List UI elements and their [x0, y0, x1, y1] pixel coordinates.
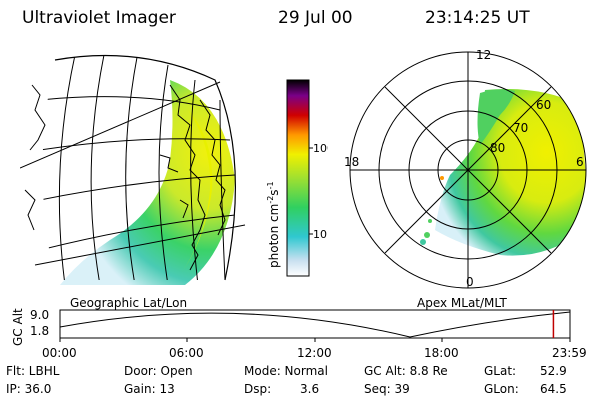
- glat-readout-value: 52.9: [540, 364, 567, 378]
- polar-grid: [349, 51, 587, 289]
- mlt-label-12: 12: [476, 48, 491, 62]
- timeline-tick-2359: 23:59: [552, 346, 587, 360]
- mlt-label-6: 6: [576, 155, 584, 169]
- altitude-timeline: GC Alt 9.0 1.8 00:00 06:00 12:00 18:00 2…: [11, 308, 587, 360]
- colorbar-tick-100: 100: [313, 142, 328, 155]
- colorbar: 100 10 photon cm-2s-1: [266, 79, 328, 277]
- instrument-title: Ultraviolet Imager: [22, 8, 176, 28]
- colorbar-units-label: photon cm-2s-1: [266, 181, 281, 268]
- dsp-readout-label: Dsp:: [244, 382, 272, 396]
- glon-readout-label: GLon:: [484, 382, 519, 396]
- coastlines: [24, 84, 226, 271]
- earth-limb: [54, 54, 236, 281]
- gain-readout: Gain: 13: [124, 382, 175, 396]
- ip-readout: IP: 36.0: [6, 382, 52, 396]
- seq-readout: Seq: 39: [364, 382, 410, 396]
- aurora-oval-polar: [435, 89, 586, 256]
- left-panel-caption: Geographic Lat/Lon: [70, 296, 188, 310]
- latlon-grid: [42, 55, 236, 280]
- colorbar-scale: [286, 79, 310, 277]
- gc-alt-readout: GC Alt: 8.8 Re: [364, 364, 448, 378]
- filter-readout: Flt: LBHL: [6, 364, 60, 378]
- mlat-label-80: 80: [490, 141, 505, 155]
- timeline-axis-label: GC Alt: [11, 308, 25, 346]
- timeline-tick-0000: 00:00: [42, 346, 77, 360]
- mlat-label-70: 70: [513, 121, 528, 135]
- timeline-tick-1800: 18:00: [424, 346, 459, 360]
- current-position-marker: [440, 176, 444, 180]
- polar-plot: 12 0 18 6 60 70 80: [344, 48, 587, 289]
- timeline-y-top: 9.0: [30, 308, 49, 322]
- date-label: 29 Jul 00: [278, 8, 353, 28]
- geographic-map: [20, 54, 246, 285]
- right-panel-caption: Apex MLat/MLT: [417, 296, 507, 310]
- mlt-label-0: 0: [466, 275, 474, 289]
- dsp-readout-value: 3.6: [300, 382, 320, 396]
- time-label: 23:14:25 UT: [425, 8, 530, 28]
- door-readout: Door: Open: [124, 364, 193, 378]
- mode-readout: Mode: Normal: [244, 364, 328, 378]
- timeline-frame: [59, 309, 571, 339]
- mlat-label-60: 60: [536, 98, 551, 112]
- timeline-y-bottom: 1.8: [30, 324, 49, 338]
- timeline-tick-0600: 06:00: [169, 346, 204, 360]
- glon-readout-value: 64.5: [540, 382, 567, 396]
- colorbar-tick-10: 10: [313, 228, 327, 241]
- altitude-curve: [59, 311, 571, 338]
- timeline-tick-1200: 12:00: [297, 346, 332, 360]
- glat-readout-label: GLat:: [484, 364, 517, 378]
- mlt-label-18: 18: [344, 155, 359, 169]
- terminator-line: [20, 81, 221, 169]
